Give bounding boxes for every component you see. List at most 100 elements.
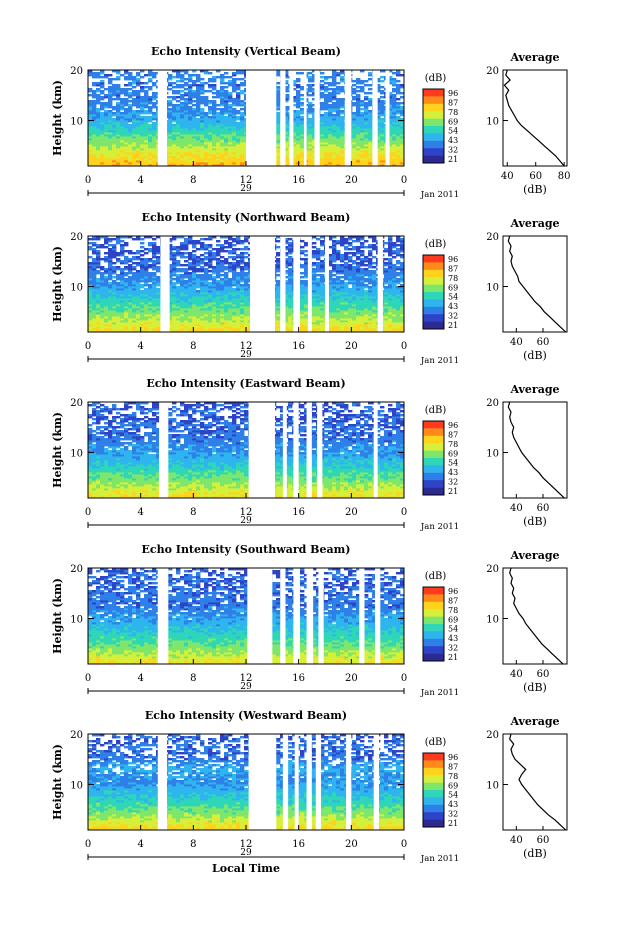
heatmap-cell <box>196 140 201 143</box>
heatmap-cell <box>216 294 221 297</box>
heatmap-cell <box>152 156 157 159</box>
heatmap-cell <box>120 272 125 275</box>
heatmap-cell <box>124 282 129 285</box>
heatmap-cell <box>196 292 201 295</box>
heatmap-cell <box>200 326 205 329</box>
heatmap-cell <box>276 98 281 101</box>
heatmap-cell <box>320 136 325 139</box>
heatmap-cell <box>96 236 101 239</box>
heatmap-cell <box>184 320 189 323</box>
heatmap-cell <box>168 142 173 145</box>
heatmap-cell <box>208 128 213 131</box>
heatmap-cell <box>140 254 145 257</box>
heatmap-cell <box>332 128 337 131</box>
heatmap-cell <box>328 110 333 113</box>
heatmap-cell <box>224 102 229 105</box>
heatmap-cell <box>120 244 125 247</box>
heatmap-cell <box>300 148 305 151</box>
colorbar-tick-label: 69 <box>448 117 458 126</box>
heatmap-cell <box>96 272 101 275</box>
heatmap-cell <box>172 138 177 141</box>
heatmap-cell <box>276 100 281 103</box>
heatmap-cell <box>388 164 393 167</box>
heatmap-cell <box>156 296 161 299</box>
heatmap-cell <box>204 152 209 155</box>
heatmap-cell <box>104 316 109 319</box>
heatmap-cell <box>168 144 173 147</box>
heatmap-cell <box>184 136 189 139</box>
heatmap-cell <box>220 244 225 247</box>
heatmap-cell <box>188 300 193 303</box>
heatmap-cell <box>96 306 101 309</box>
heatmap-cell <box>204 244 209 247</box>
heatmap-cell <box>136 282 141 285</box>
heatmap-cell <box>192 266 197 269</box>
heatmap-cell <box>208 132 213 135</box>
heatmap-cell <box>168 102 173 105</box>
heatmap-cell <box>208 238 213 241</box>
heatmap-cell <box>360 104 365 107</box>
heatmap-cell <box>136 286 141 289</box>
heatmap-cell <box>144 116 149 119</box>
heatmap-cell <box>300 130 305 133</box>
heatmap-cell <box>240 304 245 307</box>
heatmap-cell <box>200 254 205 257</box>
heatmap-cell <box>336 158 341 161</box>
heatmap-cell <box>156 330 161 333</box>
heatmap-cell <box>216 150 221 153</box>
heatmap-cell <box>152 288 157 291</box>
heatmap-cell <box>116 298 121 301</box>
heatmap-cell <box>172 90 177 93</box>
heatmap-cell <box>132 90 137 93</box>
heatmap-cell <box>312 134 317 137</box>
heatmap-cell <box>128 156 133 159</box>
heatmap-cell <box>108 126 113 129</box>
heatmap-cell <box>124 136 129 139</box>
heatmap-cell <box>364 124 369 127</box>
heatmap-cell <box>196 312 201 315</box>
heatmap-cell <box>360 86 365 89</box>
heatmap-cell <box>184 126 189 129</box>
heatmap-cell <box>244 316 249 319</box>
heatmap-cell <box>312 144 317 147</box>
heatmap-cell <box>204 146 209 149</box>
heatmap-cell <box>112 132 117 135</box>
heatmap-cell <box>224 288 229 291</box>
heatmap-cell <box>324 88 329 91</box>
heatmap-cell <box>296 80 301 83</box>
heatmap-cell <box>296 116 301 119</box>
heatmap-cell <box>312 114 317 117</box>
heatmap-cell <box>208 252 213 255</box>
heatmap-cell <box>392 118 397 121</box>
heatmap-cell <box>184 134 189 137</box>
heatmap-cell <box>136 304 141 307</box>
heatmap-cell <box>368 78 373 81</box>
heatmap-cell <box>292 160 297 163</box>
heatmap-cell <box>104 136 109 139</box>
heatmap-cell <box>336 108 341 111</box>
heatmap-cell <box>308 72 313 75</box>
heatmap-cell <box>312 78 317 81</box>
heatmap-cell <box>176 290 181 293</box>
heatmap-cell <box>232 162 237 165</box>
heatmap-cell <box>136 110 141 113</box>
heatmap-cell <box>172 142 177 145</box>
heatmap-cell <box>236 100 241 103</box>
heatmap-cell <box>92 108 97 111</box>
heatmap-cell <box>152 130 157 133</box>
heatmap-cell <box>172 86 177 89</box>
heatmap-cell <box>148 156 153 159</box>
heatmap-cell <box>88 110 93 113</box>
heatmap-cell <box>192 114 197 117</box>
heatmap-cell <box>100 236 105 239</box>
heatmap-cell <box>296 112 301 115</box>
heatmap-cell <box>184 116 189 119</box>
heatmap-cell <box>296 120 301 123</box>
heatmap-cell <box>120 326 125 329</box>
heatmap-cell <box>112 286 117 289</box>
heatmap-cell <box>244 300 249 303</box>
heatmap-cell <box>128 158 133 161</box>
heatmap-cell <box>104 246 109 249</box>
heatmap-cell <box>400 144 405 147</box>
heatmap-cell <box>96 96 101 99</box>
